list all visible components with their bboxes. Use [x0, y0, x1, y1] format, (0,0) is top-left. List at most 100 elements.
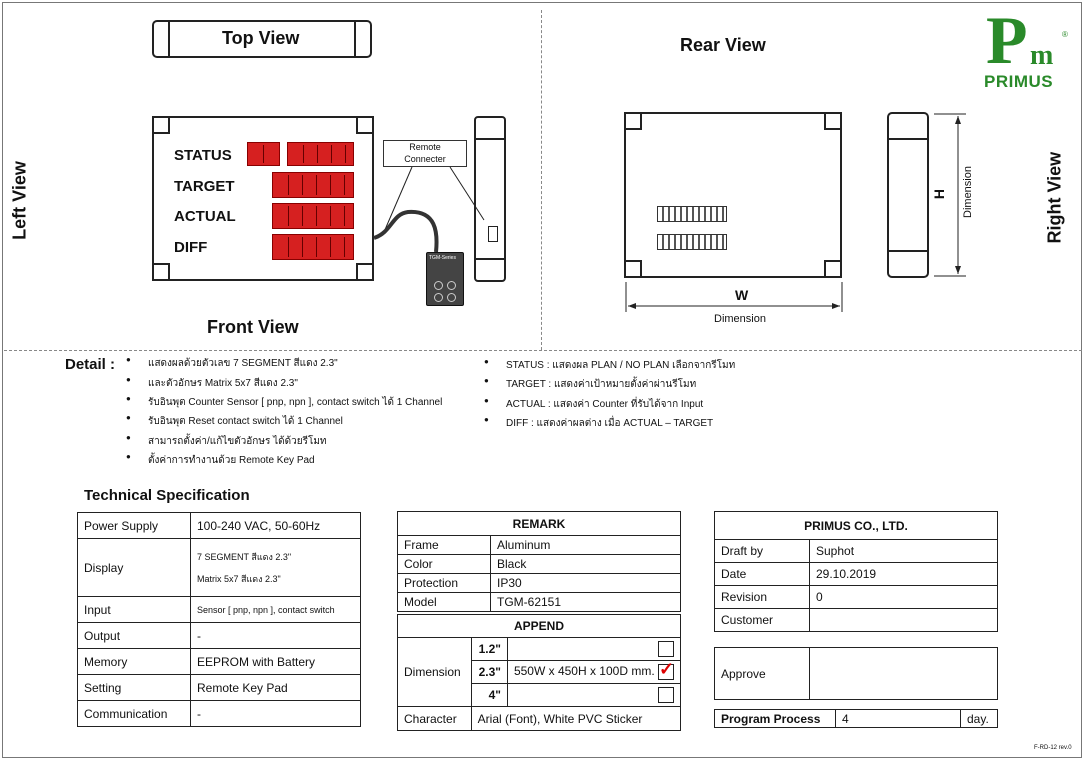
- corner-bracket: [624, 260, 642, 278]
- table-row: Power Supply 100-240 VAC, 50-60Hz: [77, 512, 361, 539]
- company-label: Draft by: [714, 539, 810, 563]
- dimension-label: Dimension: [397, 637, 472, 707]
- company-label: Date: [714, 562, 810, 586]
- spec-value: -: [190, 700, 361, 727]
- size-value-cell: 550W x 450H x 100D mm.: [506, 659, 682, 684]
- logo-m: m: [1030, 40, 1054, 71]
- company-title: PRIMUS CO., LTD.: [714, 511, 998, 540]
- corner-bracket: [824, 112, 842, 130]
- table-row: Setting Remote Key Pad: [77, 674, 361, 701]
- table-row: Frame Aluminum: [397, 535, 681, 555]
- remark-label: Frame: [397, 535, 491, 555]
- detail-left-item: และตัวอักษร Matrix 5x7 สีแดง 2.3": [126, 375, 298, 391]
- top-view-title: Top View: [222, 28, 300, 48]
- logo-text: PRIMUS: [984, 72, 1054, 91]
- table-row: PRIMUS CO., LTD.: [714, 511, 998, 540]
- spec-label: Setting: [77, 674, 191, 701]
- approve-value: [809, 647, 998, 700]
- pad-label: TGM-Series: [429, 255, 456, 261]
- table-row: APPEND: [397, 614, 681, 638]
- spec-label: Output: [77, 622, 191, 649]
- company-label: Customer: [714, 608, 810, 632]
- remote-label-line2: Connecter: [404, 154, 446, 164]
- table-row: 2.3" 550W x 450H x 100D mm.: [398, 659, 682, 684]
- table-row: Revision 0: [714, 585, 998, 609]
- company-value: Suphot: [809, 539, 998, 563]
- spec-value: Sensor [ pnp, npn ], contact switch: [190, 596, 361, 623]
- detail-left-item: สามารถตั้งค่า/แก้ไขตัวอักษร ได้ด้วยรีโมท: [126, 433, 326, 449]
- logo-p: P: [986, 2, 1028, 78]
- table-row: REMARK: [397, 511, 681, 536]
- table-row: Approve: [714, 647, 998, 700]
- front-view-drawing: [152, 116, 374, 281]
- append-title: APPEND: [397, 614, 681, 638]
- remark-value: Aluminum: [490, 535, 681, 555]
- remark-value: Black: [490, 554, 681, 574]
- detail-right-item: DIFF : แสดงค่าผลต่าง เมื่อ ACTUAL – TARG…: [484, 415, 713, 431]
- checkbox[interactable]: [658, 641, 674, 657]
- target-label: TARGET: [174, 178, 235, 195]
- size-value: 550W x 450H x 100D mm.: [513, 664, 655, 679]
- detail-right-item: TARGET : แสดงค่าเป้าหมายตั้งค่าผ่านรีโมท: [484, 376, 696, 392]
- spec-label: Communication: [77, 700, 191, 727]
- character-label: Character: [397, 706, 472, 731]
- actual-label: ACTUAL: [174, 208, 236, 225]
- table-row: Customer: [714, 608, 998, 632]
- table-row: Dimension 1.2": [397, 637, 682, 707]
- status-matrix-display: [247, 142, 280, 166]
- status-matrix-display: [287, 142, 354, 166]
- width-label: W: [735, 287, 749, 303]
- process-value: 4: [835, 709, 961, 728]
- width-caption: Dimension: [714, 313, 766, 325]
- actual-segment-display: [272, 203, 354, 229]
- table-row: Color Black: [397, 554, 681, 574]
- remark-label: Protection: [397, 573, 491, 593]
- remark-table: REMARK Frame Aluminum Color Black Protecti…: [397, 511, 681, 612]
- detail-left-item: รับอินพุต Reset contact switch ได้ 1 Cha…: [126, 413, 343, 429]
- spec-label: Display: [77, 538, 191, 597]
- approve-label: Approve: [714, 647, 810, 700]
- table-row: Draft by Suphot: [714, 539, 998, 563]
- top-view-drawing: [152, 20, 372, 58]
- corner-bracket: [824, 260, 842, 278]
- table-row: Input Sensor [ pnp, npn ], contact switc…: [77, 596, 361, 623]
- logo-registered: ®: [1062, 30, 1068, 39]
- process-table: Program Process 4 day.: [714, 709, 998, 728]
- company-value: [809, 608, 998, 632]
- approve-table: Approve: [714, 647, 998, 700]
- height-caption: Dimension: [962, 166, 974, 218]
- spec-value: Remote Key Pad: [190, 674, 361, 701]
- table-row: Communication -: [77, 700, 361, 727]
- rear-view-drawing: [624, 112, 842, 278]
- table-row: Protection IP30: [397, 573, 681, 593]
- table-row: Program Process 4 day.: [714, 709, 998, 728]
- checkbox-checked[interactable]: [658, 659, 674, 680]
- size-option: 1.2": [470, 637, 508, 661]
- display-line-1: 7 SEGMENT สีแดง 2.3": [197, 551, 292, 562]
- corner-bracket: [152, 116, 170, 134]
- corner-bracket: [152, 263, 170, 281]
- remote-connecter-label: Remote Connecter: [383, 140, 467, 167]
- spec-value: 100-240 VAC, 50-60Hz: [190, 512, 361, 539]
- target-segment-display: [272, 172, 354, 198]
- status-label: STATUS: [174, 147, 232, 164]
- detail-right-item: STATUS : แสดงผล PLAN / NO PLAN เลือกจากร…: [484, 357, 735, 373]
- corner-bracket: [624, 112, 642, 130]
- spec-label: Input: [77, 596, 191, 623]
- table-row: Date 29.10.2019: [714, 562, 998, 586]
- remark-value: TGM-62151: [490, 592, 681, 612]
- rear-view-title: Rear View: [680, 35, 766, 55]
- append-table: APPEND Dimension 1.2" 2.3" 550W x 450H x…: [397, 614, 682, 731]
- checkbox[interactable]: [658, 687, 674, 703]
- remark-value: IP30: [490, 573, 681, 593]
- remark-title: REMARK: [397, 511, 681, 536]
- size-option: 2.3": [470, 660, 508, 684]
- table-row: Character Arial (Font), White PVC Sticke…: [397, 706, 682, 731]
- detail-left-item: แสดงผลด้วยตัวเลข 7 SEGMENT สีแดง 2.3": [126, 355, 338, 371]
- tech-spec-title: Technical Specification: [84, 487, 250, 504]
- size-option: 4": [470, 683, 508, 707]
- detail-title: Detail :: [65, 356, 116, 373]
- table-row: Display 7 SEGMENT สีแดง 2.3" Matrix 5x7 …: [77, 538, 361, 597]
